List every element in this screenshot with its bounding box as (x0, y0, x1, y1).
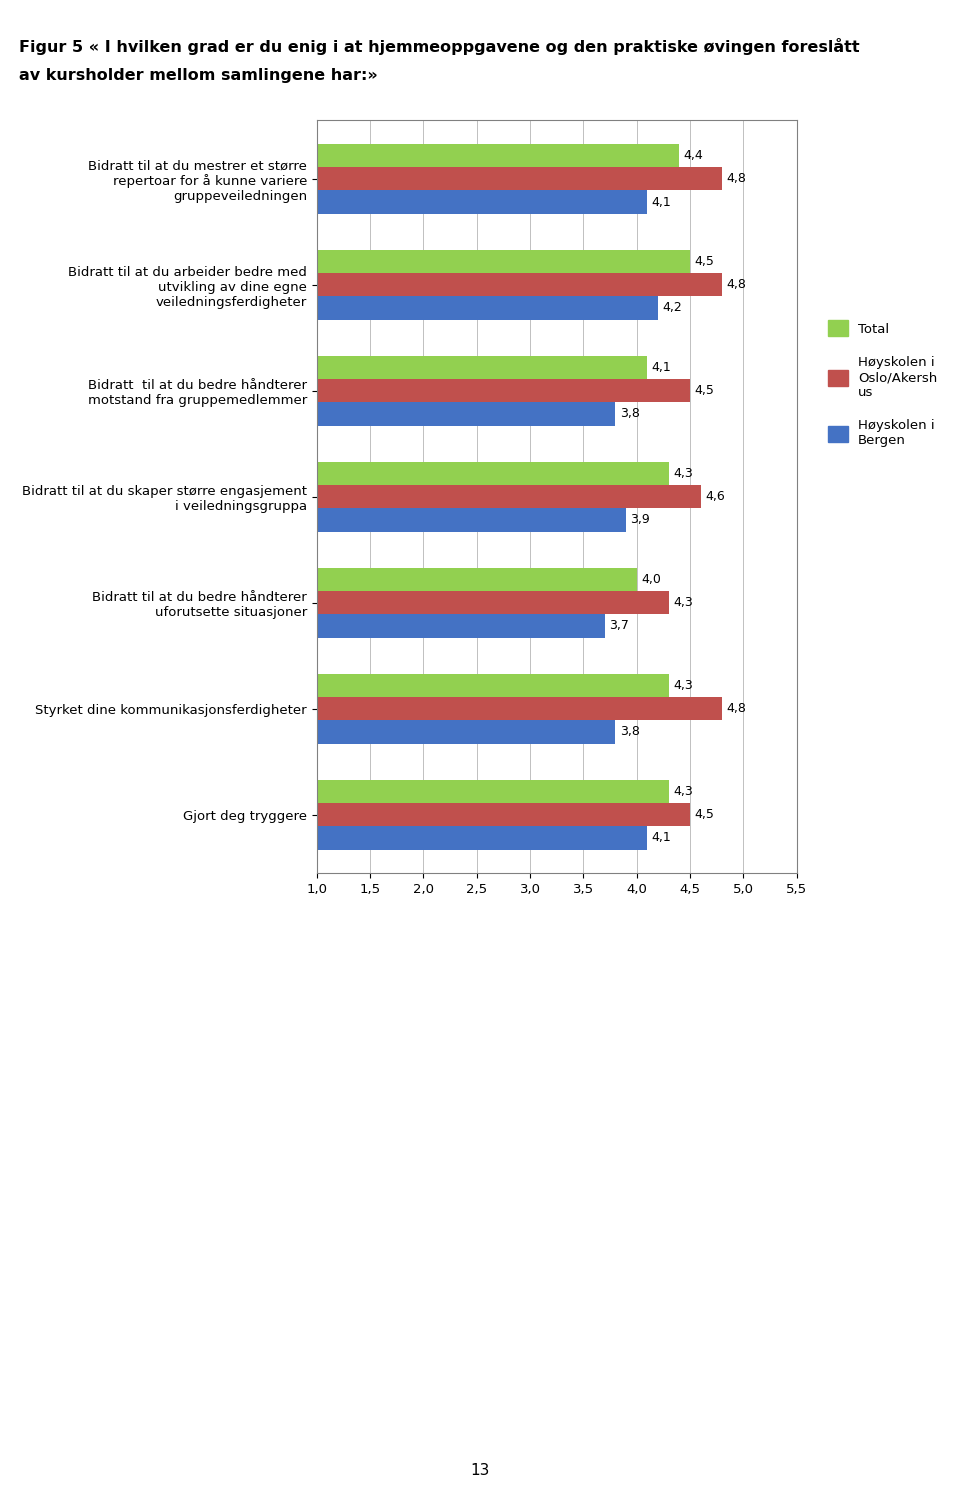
Bar (317, 355, 647, 379)
Text: 4,5: 4,5 (694, 808, 714, 822)
Text: 4,1: 4,1 (652, 361, 671, 373)
Bar (317, 567, 636, 591)
Text: 4,2: 4,2 (662, 301, 683, 315)
Text: Figur 5 « I hvilken grad er du enig i at hjemmeoppgavene og den praktiske øvinge: Figur 5 « I hvilken grad er du enig i at… (19, 38, 860, 54)
Text: 3,8: 3,8 (620, 725, 639, 739)
Bar (317, 485, 701, 509)
Text: 4,3: 4,3 (673, 596, 693, 610)
Text: 4,4: 4,4 (684, 149, 704, 163)
Text: 4,1: 4,1 (652, 831, 671, 844)
Text: 4,8: 4,8 (727, 278, 746, 290)
Text: 4,3: 4,3 (673, 784, 693, 798)
Text: 4,6: 4,6 (705, 491, 725, 503)
Bar (317, 697, 722, 721)
Bar (317, 614, 605, 638)
Bar (317, 462, 669, 485)
Text: av kursholder mellom samlingene har:»: av kursholder mellom samlingene har:» (19, 68, 378, 83)
Text: 13: 13 (470, 1463, 490, 1478)
Bar (317, 272, 722, 296)
Bar (317, 379, 690, 402)
Bar (317, 296, 659, 319)
Text: 3,7: 3,7 (609, 620, 629, 632)
Bar (317, 250, 690, 272)
Bar (317, 402, 615, 426)
Bar (317, 190, 647, 214)
Bar (317, 167, 722, 190)
Bar (317, 780, 669, 804)
Legend: Total, Høyskolen i
Oslo/Akersh
us, Høyskolen i
Bergen: Total, Høyskolen i Oslo/Akersh us, Høysk… (823, 315, 943, 453)
Text: 4,3: 4,3 (673, 467, 693, 480)
Bar (317, 591, 669, 614)
Bar (317, 674, 669, 697)
Bar (317, 721, 615, 743)
Bar (317, 804, 690, 826)
Text: 4,0: 4,0 (641, 573, 660, 585)
Bar (317, 826, 647, 850)
Text: 3,8: 3,8 (620, 408, 639, 420)
Text: 4,5: 4,5 (694, 384, 714, 397)
Text: 4,8: 4,8 (727, 703, 746, 715)
Text: 4,5: 4,5 (694, 254, 714, 268)
Text: 3,9: 3,9 (631, 513, 650, 527)
Text: 4,3: 4,3 (673, 679, 693, 692)
Bar (317, 509, 626, 531)
Text: 4,8: 4,8 (727, 172, 746, 185)
Bar (317, 143, 680, 167)
Text: 4,1: 4,1 (652, 196, 671, 209)
